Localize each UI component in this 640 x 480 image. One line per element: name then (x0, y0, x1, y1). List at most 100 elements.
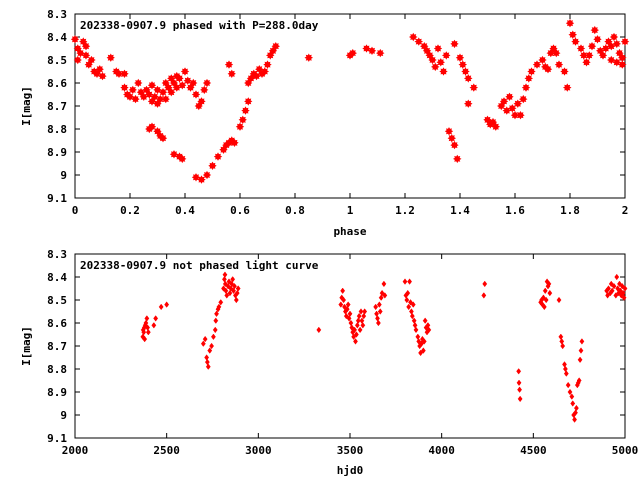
data-point (172, 83, 181, 92)
y-tick-label: 8.4 (47, 31, 67, 44)
data-point (235, 122, 245, 131)
data-point (517, 386, 522, 393)
data-point (375, 48, 385, 58)
data-point (410, 301, 416, 308)
data-point (426, 326, 432, 334)
x-tick-label: 1.6 (505, 204, 525, 217)
data-point (578, 347, 584, 354)
data-point (458, 60, 468, 69)
data-point (233, 296, 239, 304)
data-point (447, 133, 457, 143)
data-point (158, 88, 168, 97)
data-point (357, 326, 363, 334)
data-point (81, 51, 91, 60)
x-tick-label: 0 (72, 204, 79, 217)
data-point (238, 115, 247, 125)
data-point (491, 122, 501, 131)
data-point (134, 78, 143, 88)
data-point (376, 301, 382, 308)
data-point (178, 81, 187, 90)
data-point (587, 42, 597, 51)
x-tick-label: 3500 (337, 444, 364, 457)
y-tick-label: 9 (60, 169, 67, 182)
chart-title: 202338-0907.9 phased with P=288.0day (80, 19, 319, 32)
x-tick-label: 1 (347, 204, 354, 217)
data-point (562, 361, 567, 368)
data-point (510, 111, 520, 120)
data-point (211, 333, 216, 341)
data-point (582, 58, 591, 67)
data-point (381, 280, 387, 288)
data-point (560, 67, 569, 76)
data-point (204, 354, 210, 361)
data-point (499, 97, 509, 106)
data-point (232, 282, 237, 290)
y-tick-label: 8.3 (47, 248, 67, 261)
data-point (222, 276, 227, 283)
data-point (463, 74, 473, 83)
data-point (87, 55, 96, 65)
x-tick-label: 2 (622, 204, 629, 217)
data-point (541, 303, 547, 311)
data-point (202, 335, 208, 343)
data-point (362, 308, 368, 315)
data-point (606, 55, 616, 65)
x-tick-label: 3000 (245, 444, 272, 457)
data-point (576, 44, 586, 53)
data-point (144, 315, 150, 322)
data-point (579, 338, 585, 345)
data-point (151, 322, 157, 329)
data-point (573, 409, 578, 416)
data-point (571, 37, 580, 46)
data-point (304, 53, 314, 62)
data-point (404, 296, 410, 304)
data-point (164, 301, 170, 308)
data-point (559, 338, 565, 345)
data-point (224, 292, 230, 299)
data-point (216, 303, 222, 311)
y-tick-label: 8.9 (47, 386, 67, 399)
data-point (106, 53, 115, 62)
data-point (574, 404, 579, 412)
data-point (527, 67, 536, 76)
data-point (517, 395, 523, 403)
data-point (200, 85, 209, 95)
data-point (271, 41, 281, 51)
data-point (413, 326, 419, 334)
data-point (153, 315, 159, 322)
chart-title: 202338-0907.9 not phased light curve (80, 259, 319, 272)
data-point (569, 393, 575, 400)
y-tick-label: 8.6 (47, 317, 67, 330)
data-point (200, 340, 206, 347)
data-point (481, 292, 487, 299)
data-point (344, 305, 350, 313)
data-point (565, 381, 571, 389)
data-point (593, 35, 602, 44)
data-point (428, 55, 437, 65)
data-point (234, 289, 240, 297)
data-point (382, 292, 388, 299)
data-point (213, 152, 223, 161)
data-point (142, 335, 148, 343)
x-tick-label: 5000 (612, 444, 639, 457)
data-point (556, 296, 562, 304)
data-point (617, 280, 622, 288)
x-axis-label: hjd0 (337, 464, 364, 477)
data-point (436, 58, 446, 67)
data-point (354, 322, 360, 329)
data-point (204, 358, 210, 366)
data-point (461, 67, 470, 76)
data-point (147, 122, 157, 131)
data-point (244, 97, 253, 106)
data-point (189, 78, 198, 88)
data-point (444, 127, 454, 136)
x-tick-label: 0.8 (285, 204, 305, 217)
data-point (563, 370, 569, 377)
y-tick-label: 8.5 (47, 54, 67, 67)
data-point (183, 76, 192, 85)
data-point (260, 67, 270, 76)
data-point (407, 278, 412, 285)
data-point (433, 44, 443, 53)
data-point (340, 287, 346, 295)
data-point (572, 416, 577, 423)
